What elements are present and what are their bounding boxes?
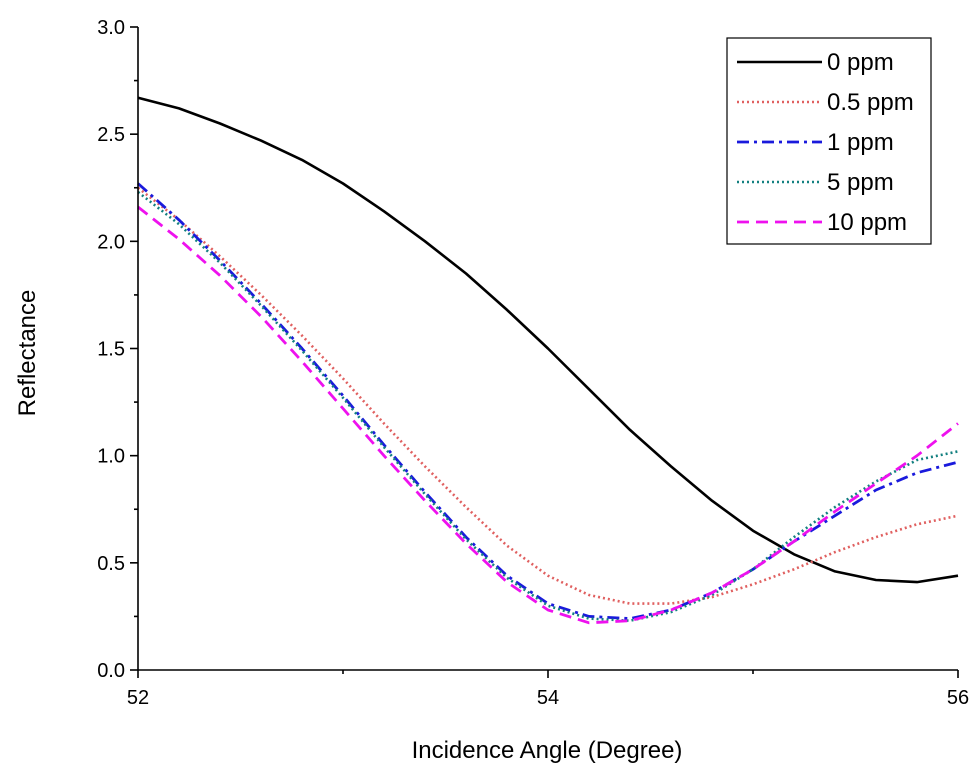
series-line-4 <box>137 190 959 622</box>
x-tick-label: 52 <box>127 687 149 709</box>
legend-label: 0.5 ppm <box>827 89 914 116</box>
series-line-2 <box>137 186 959 605</box>
series-line-3 <box>137 182 959 620</box>
series-layer <box>137 96 959 625</box>
y-tick-label: 3.0 <box>97 17 125 39</box>
legend-label: 0 ppm <box>827 49 894 76</box>
series-line-5 <box>137 205 959 625</box>
y-tick-label: 2.5 <box>97 124 125 146</box>
legend: 0 ppm 0.5 ppm 1 ppm 5 ppm 10 ppm <box>726 37 932 245</box>
y-tick-label: 0.5 <box>97 553 125 575</box>
y-axis-title: Reflectance <box>14 290 41 417</box>
x-axis-title: Incidence Angle (Degree) <box>412 737 683 764</box>
y-tick-label: 0.0 <box>97 660 125 682</box>
x-tick-label: 54 <box>537 687 559 709</box>
legend-label: 1 ppm <box>827 129 894 156</box>
legend-box <box>726 37 932 245</box>
series-line-1 <box>137 96 959 584</box>
x-tick-label: 56 <box>947 687 969 709</box>
y-tick-label: 1.0 <box>97 446 125 468</box>
legend-label: 10 ppm <box>827 209 907 236</box>
axes-layer: 0.0 0.5 1.0 1.5 2.0 2.5 3.0 52 54 56 <box>97 17 969 709</box>
legend-label: 5 ppm <box>827 169 894 196</box>
y-tick-label: 1.5 <box>97 339 125 361</box>
y-tick-label: 2.0 <box>97 231 125 253</box>
